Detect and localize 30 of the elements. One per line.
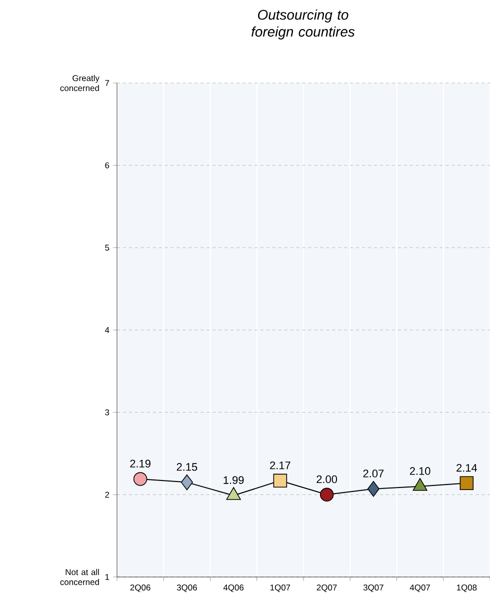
x-tick-label: 2Q07 bbox=[316, 584, 337, 592]
y-tick-label: 2 bbox=[105, 492, 110, 498]
x-tick-label: 1Q08 bbox=[456, 584, 477, 592]
data-label: 2.07 bbox=[363, 470, 384, 478]
data-label: 2.00 bbox=[316, 475, 338, 484]
data-label: 2.15 bbox=[176, 463, 198, 471]
x-tick-label: 3Q06 bbox=[176, 584, 197, 592]
y-tick-label: 3 bbox=[105, 409, 110, 416]
chart-title: Outsourcing to foreign countires bbox=[252, 10, 355, 40]
data-label: 2.17 bbox=[270, 462, 290, 470]
data-label: 2.10 bbox=[410, 467, 430, 475]
x-tick-label: 3Q07 bbox=[363, 584, 384, 592]
y-tick-label: 7 bbox=[105, 80, 110, 86]
x-tick-label: 1Q07 bbox=[270, 584, 290, 592]
x-tick-label: 4Q06 bbox=[223, 584, 244, 592]
x-tick-label: 4Q07 bbox=[410, 584, 430, 592]
text: Greatly concerned bbox=[60, 74, 100, 92]
point bbox=[273, 474, 288, 488]
data-label: 2.14 bbox=[456, 464, 478, 472]
point bbox=[320, 488, 334, 502]
data-label: 1.99 bbox=[224, 476, 244, 484]
data-label: 2.19 bbox=[130, 460, 150, 468]
y-tick-label: 6 bbox=[105, 162, 110, 168]
x-tick-label: 2Q06 bbox=[130, 584, 150, 592]
point bbox=[133, 472, 148, 486]
y-tick-label: 5 bbox=[105, 244, 110, 251]
text: Not at all concerned bbox=[60, 568, 99, 586]
y-tick-label: 4 bbox=[104, 327, 110, 333]
point bbox=[460, 476, 474, 490]
y-tick-label: 1 bbox=[105, 574, 110, 580]
